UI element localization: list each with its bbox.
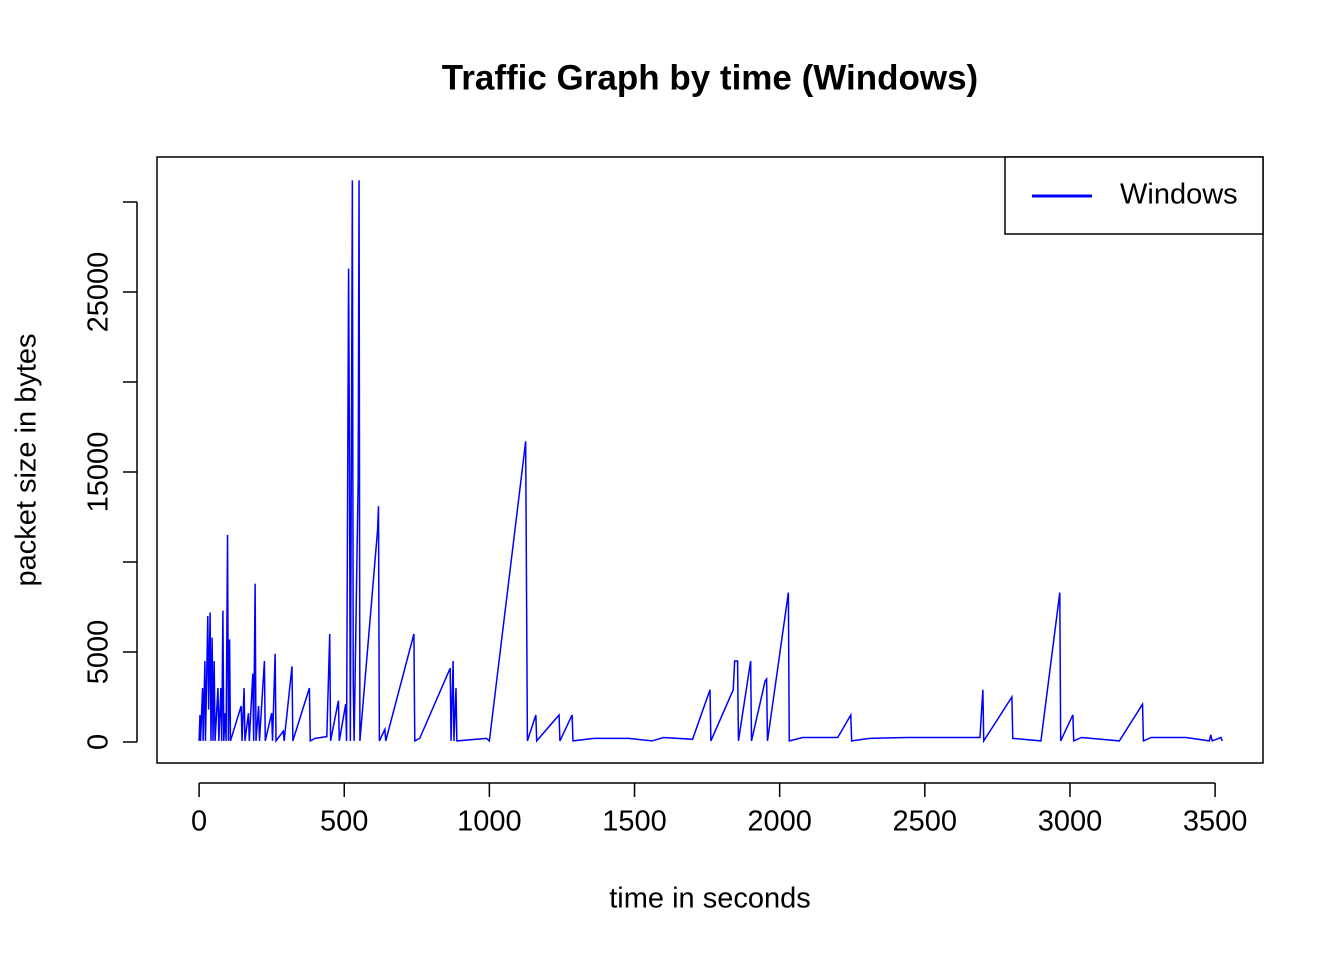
x-tick-label: 3500 <box>1183 806 1248 838</box>
x-tick-label: 1500 <box>602 806 667 838</box>
x-tick-label: 1000 <box>457 806 522 838</box>
x-tick-label: 0 <box>191 806 207 838</box>
x-tick-label: 2500 <box>893 806 958 838</box>
plot-frame <box>156 156 1264 764</box>
y-axis-label: packet size in bytes <box>11 333 43 586</box>
x-axis-label: time in seconds <box>609 883 811 915</box>
chart-title: Traffic Graph by time (Windows) <box>442 58 978 97</box>
x-tick-label: 3000 <box>1038 806 1103 838</box>
y-tick-label: 0 <box>83 734 115 750</box>
y-tick-label: 15000 <box>83 432 115 513</box>
y-tick-label: 25000 <box>83 252 115 333</box>
x-tick-label: 2000 <box>747 806 812 838</box>
x-tick-label: 500 <box>320 806 368 838</box>
y-tick-label: 5000 <box>83 620 115 685</box>
data-line <box>198 180 1224 744</box>
legend-label: Windows <box>1120 179 1238 211</box>
